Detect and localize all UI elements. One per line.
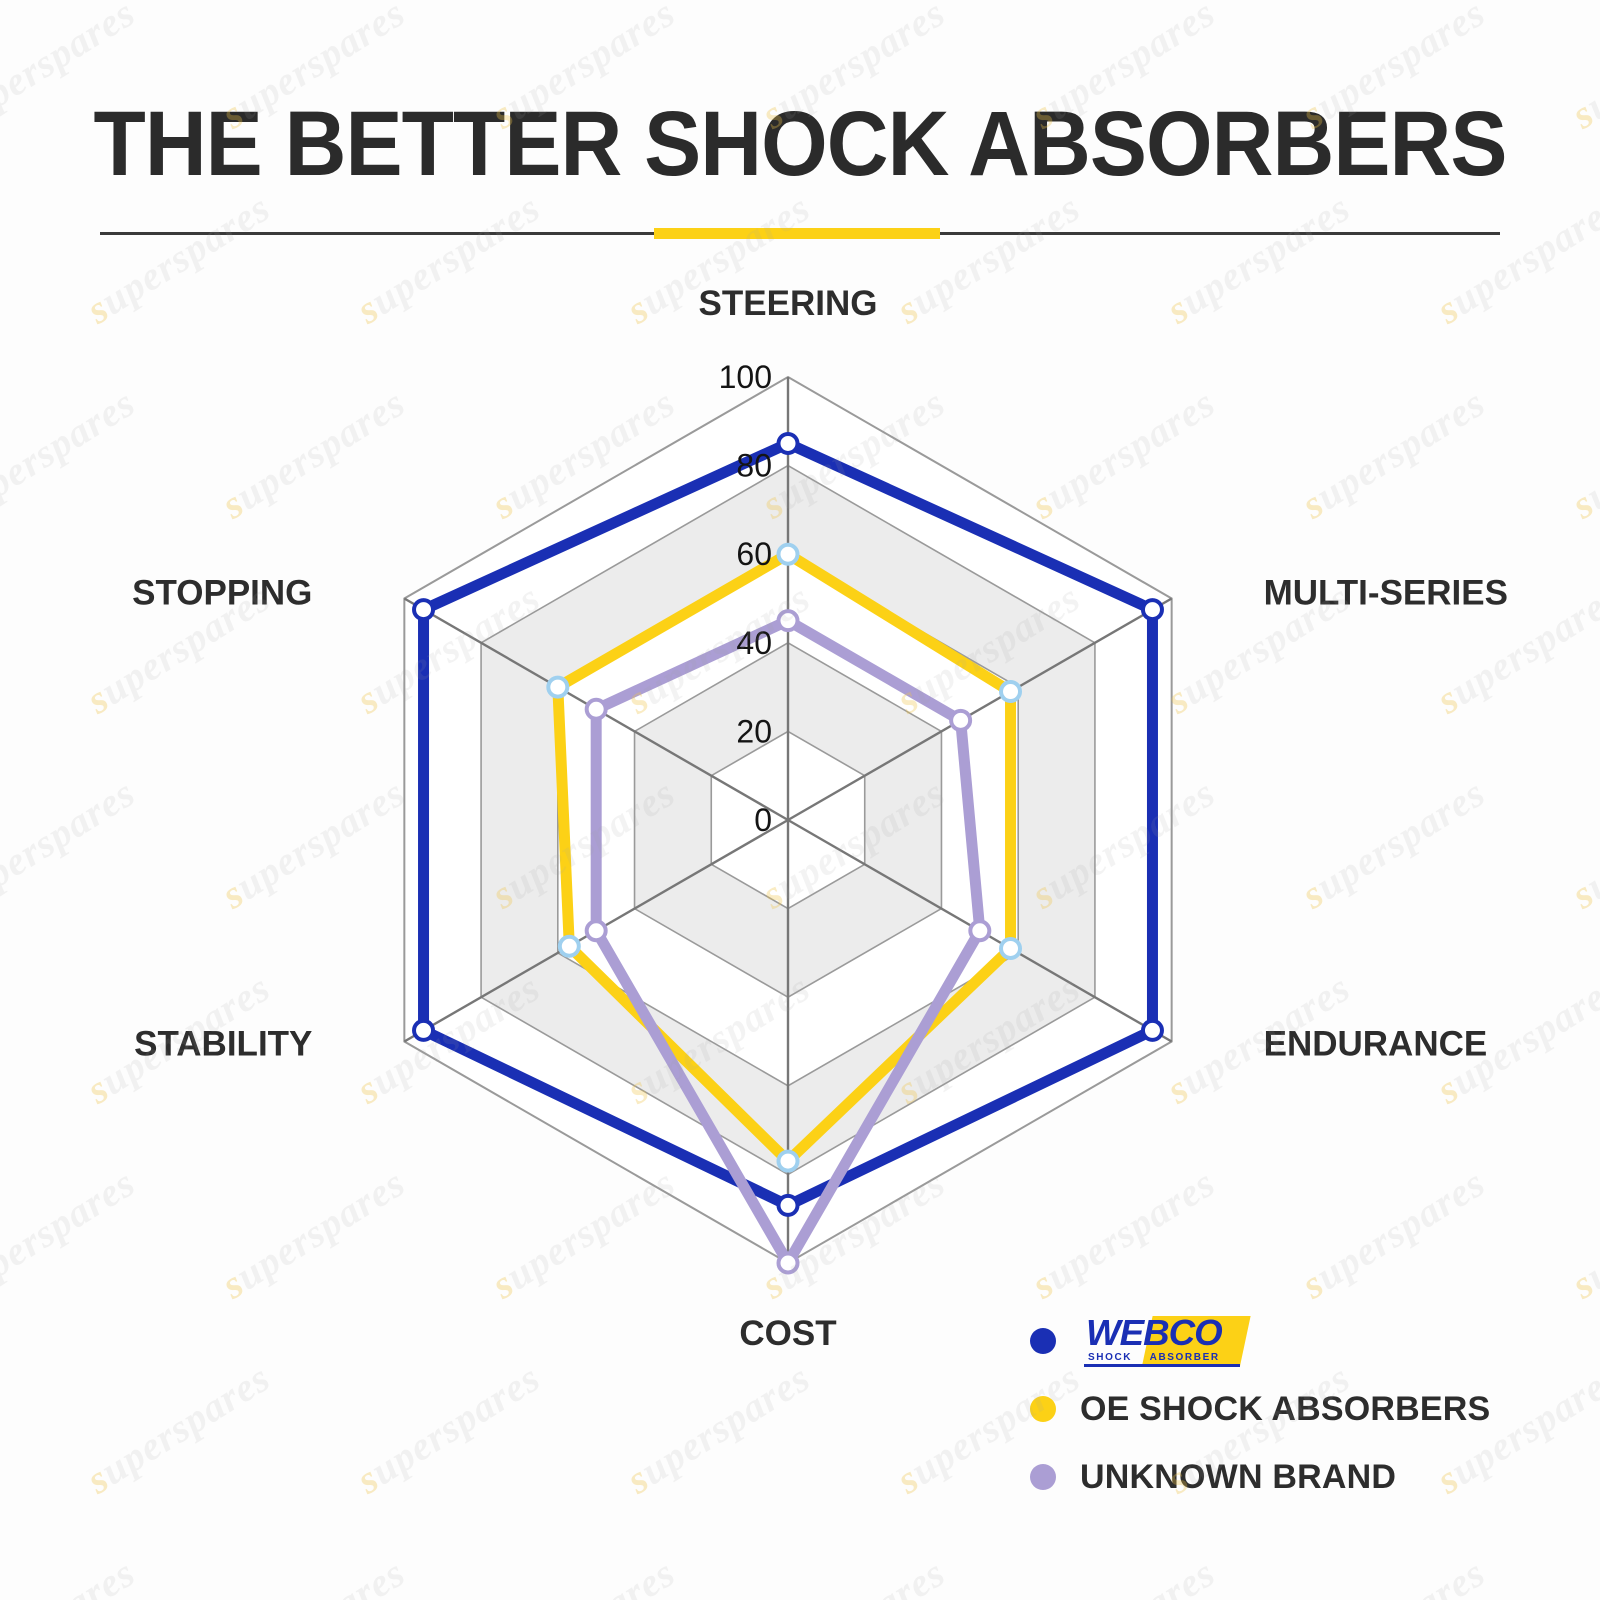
radar-axis-label-cost: COST xyxy=(739,1314,836,1353)
radar-data-point[interactable] xyxy=(776,1251,800,1275)
legend-swatch-unknown xyxy=(1030,1464,1056,1490)
title-block: THE BETTER SHOCK ABSORBERS xyxy=(0,96,1600,192)
legend-item-webco[interactable]: WEBCO SHOCK ABSORBER xyxy=(1030,1310,1490,1372)
radar-tick-label: 80 xyxy=(736,448,772,484)
webco-logo: WEBCO SHOCK ABSORBER xyxy=(1080,1312,1251,1368)
radar-axis-label-multi-series: MULTI-SERIES xyxy=(1264,574,1508,613)
radar-data-point[interactable] xyxy=(1140,1018,1164,1042)
radar-axis-label-stability: STABILITY xyxy=(134,1025,312,1064)
webco-logo-tagline-right: ABSORBER xyxy=(1149,1352,1220,1363)
chart-legend: WEBCO SHOCK ABSORBER OE SHOCK ABSORBERS … xyxy=(1030,1310,1490,1514)
webco-logo-tagline: SHOCK ABSORBER xyxy=(1088,1352,1220,1363)
page-title: THE BETTER SHOCK ABSORBERS xyxy=(93,93,1507,195)
radar-data-point[interactable] xyxy=(584,697,608,721)
radar-axis-labels: STEERING MULTI-SERIES ENDURANCE COST STABILI… xyxy=(132,284,1508,1353)
legend-label-unknown: UNKNOWN BRAND xyxy=(1080,1457,1397,1496)
title-divider-accent xyxy=(654,228,940,239)
webco-logo-tagline-left: SHOCK xyxy=(1088,1352,1133,1363)
legend-item-oe[interactable]: OE SHOCK ABSORBERS xyxy=(1030,1378,1490,1440)
webco-logo-underline xyxy=(1084,1364,1240,1367)
radar-tick-label: 60 xyxy=(736,536,772,572)
radar-spoke xyxy=(787,597,1173,822)
radar-axis-label-endurance: ENDURANCE xyxy=(1264,1025,1488,1064)
radar-tick-label: 100 xyxy=(719,359,772,395)
radar-tick-label: 40 xyxy=(736,625,772,661)
radar-data-point[interactable] xyxy=(776,1193,800,1217)
radar-tick-labels: 0 20 40 60 80 100 xyxy=(719,359,772,838)
title-divider xyxy=(100,228,1500,240)
radar-data-point[interactable] xyxy=(776,609,800,633)
legend-swatch-oe xyxy=(1030,1396,1056,1422)
legend-swatch-webco xyxy=(1030,1328,1056,1354)
radar-series-layer xyxy=(412,431,1164,1275)
legend-item-unknown[interactable]: UNKNOWN BRAND xyxy=(1030,1446,1490,1508)
radar-data-point[interactable] xyxy=(1140,598,1164,622)
radar-series xyxy=(584,609,992,1275)
radar-axis-label-steering: STEERING xyxy=(699,284,878,323)
radar-data-point[interactable] xyxy=(776,542,800,566)
radar-tick-label: 0 xyxy=(754,802,772,838)
radar-band xyxy=(634,642,942,998)
radar-tick-label: 20 xyxy=(736,713,772,749)
radar-data-point[interactable] xyxy=(412,598,436,622)
radar-series xyxy=(412,431,1164,1217)
radar-data-point[interactable] xyxy=(557,934,581,958)
webco-logo-wordmark: WEBCO xyxy=(1086,1312,1223,1353)
radar-data-point[interactable] xyxy=(968,919,992,943)
radar-data-point[interactable] xyxy=(546,675,570,699)
radar-series xyxy=(546,542,1023,1173)
radar-data-point[interactable] xyxy=(949,708,973,732)
radar-axis-label-stopping: STOPPING xyxy=(132,574,312,613)
radar-data-point[interactable] xyxy=(999,680,1023,704)
legend-label-oe: OE SHOCK ABSORBERS xyxy=(1080,1389,1491,1428)
radar-data-point[interactable] xyxy=(776,431,800,455)
radar-data-point[interactable] xyxy=(999,936,1023,960)
radar-data-point[interactable] xyxy=(776,1149,800,1173)
radar-data-point[interactable] xyxy=(412,1018,436,1042)
radar-data-point[interactable] xyxy=(584,919,608,943)
